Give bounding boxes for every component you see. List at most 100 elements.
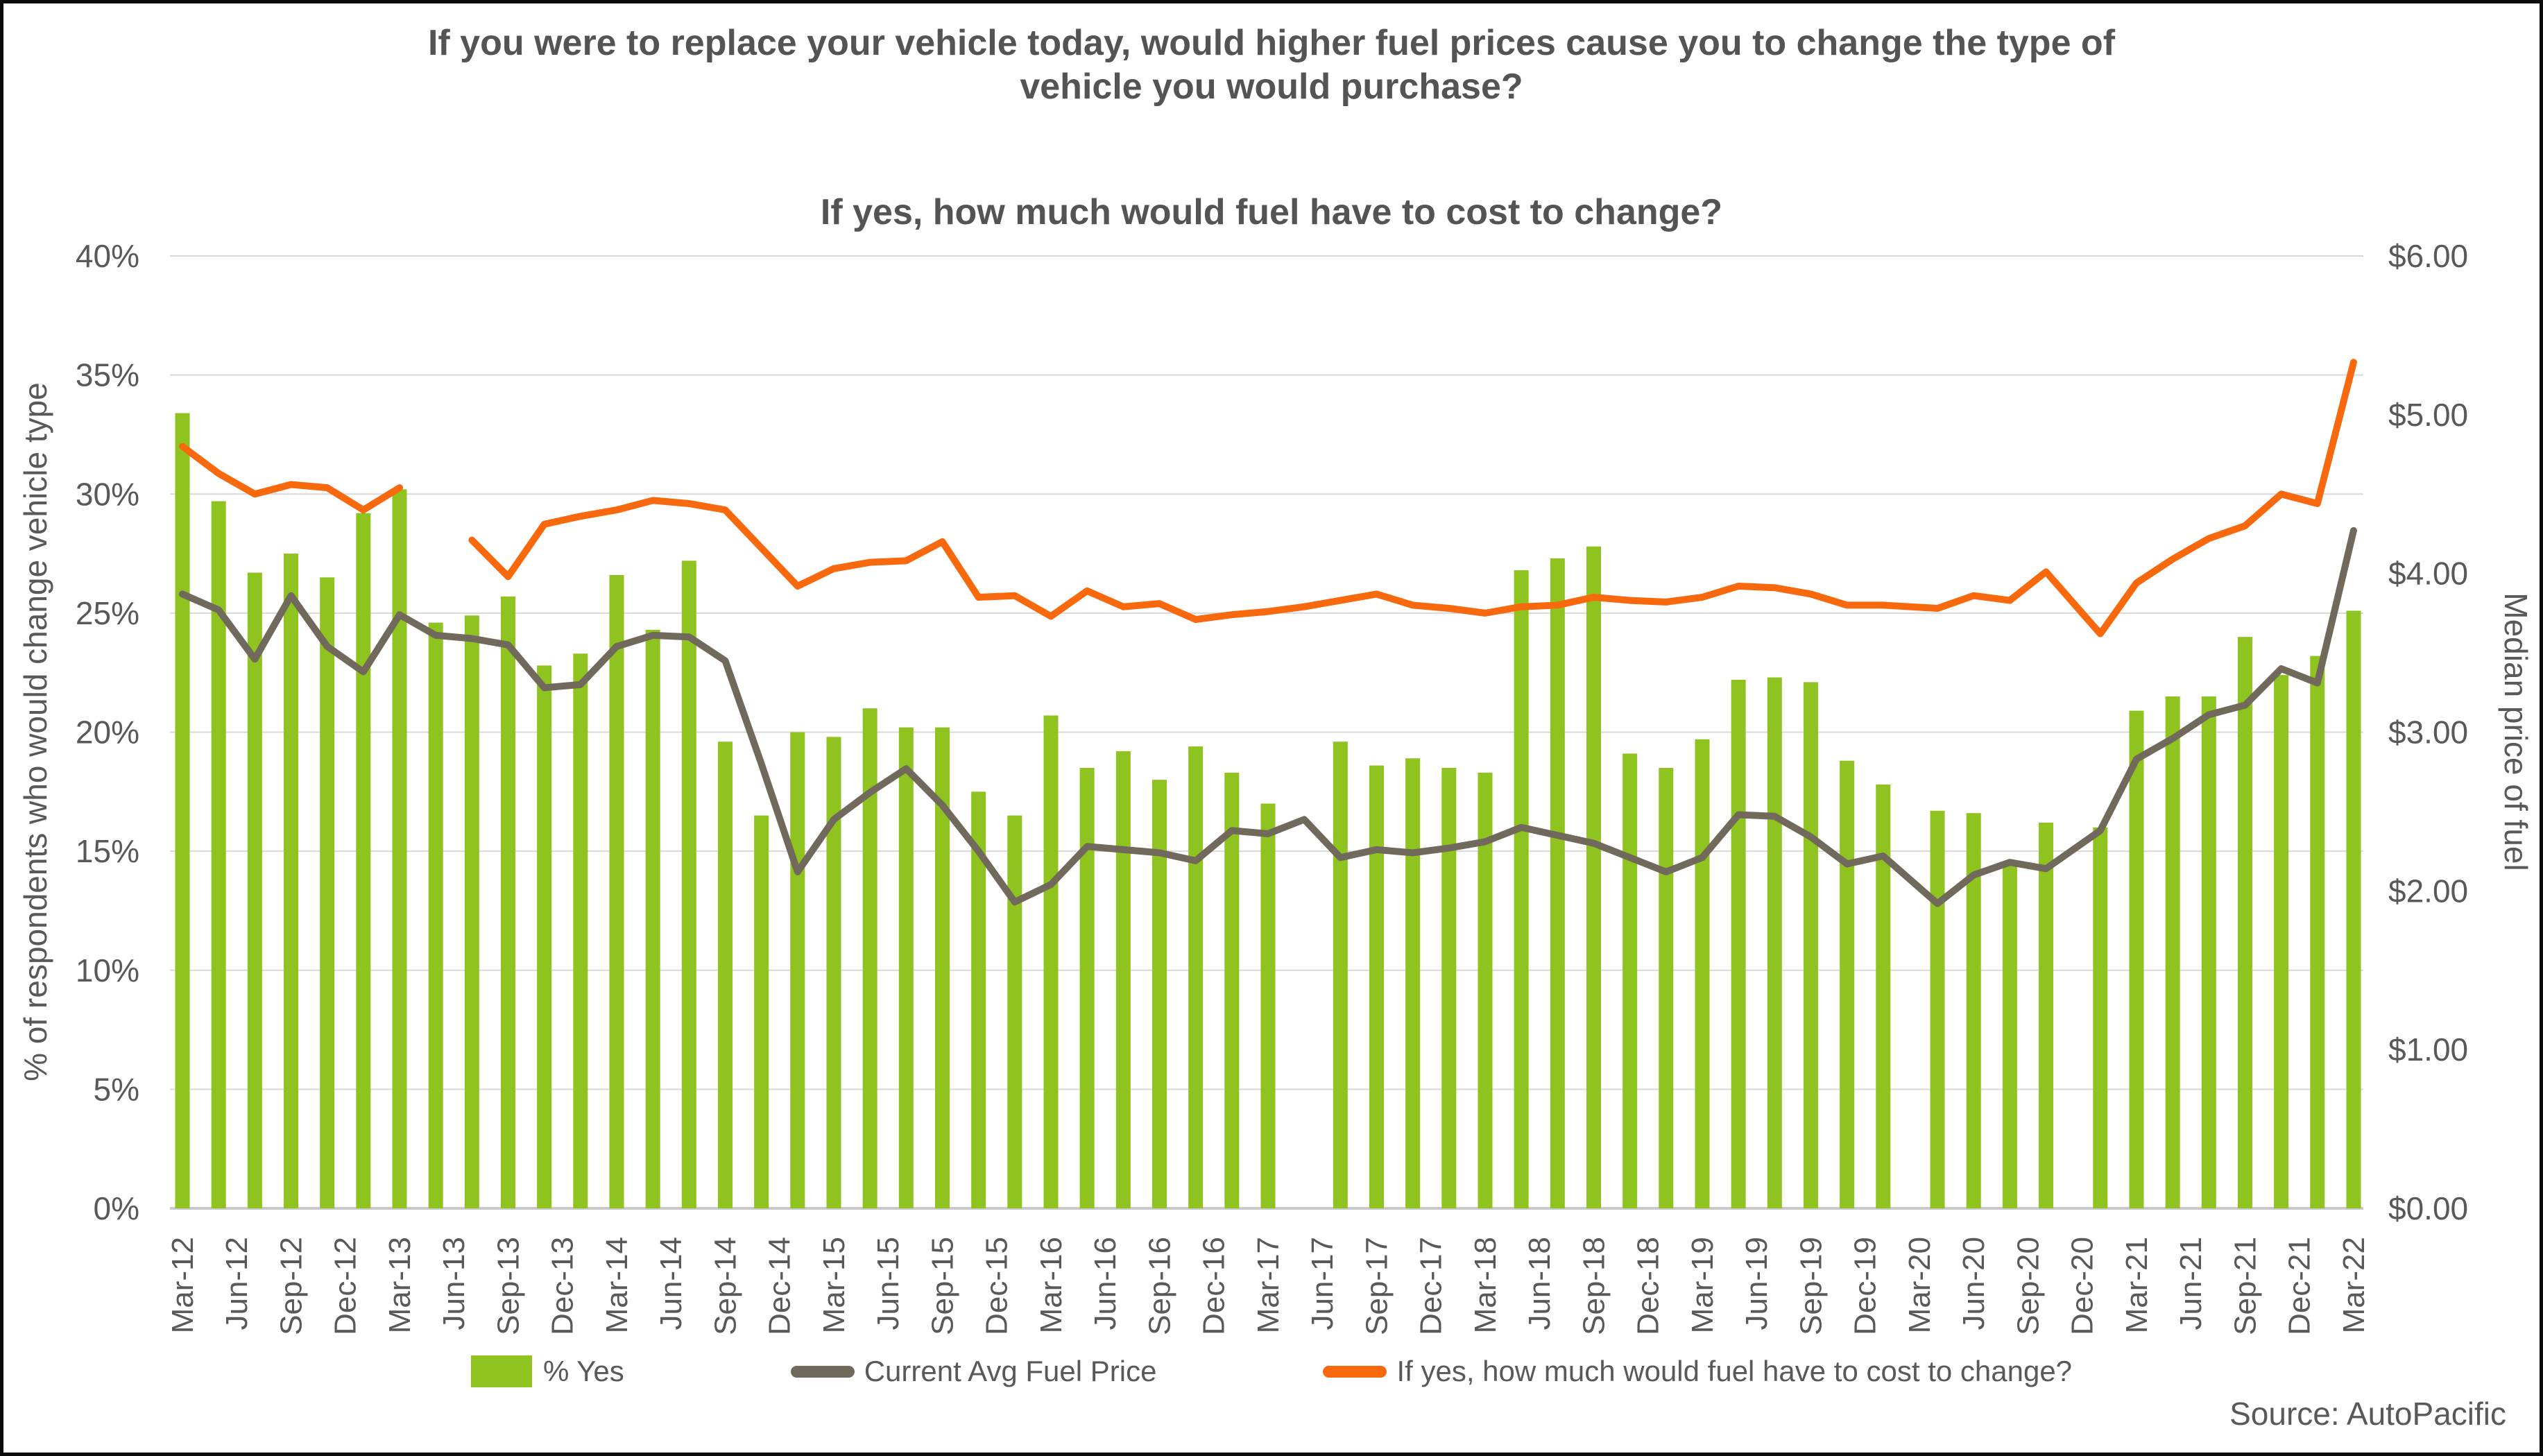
yes-bar bbox=[573, 653, 588, 1208]
x-tick-label: Dec-17 bbox=[1414, 1237, 1448, 1335]
x-tick-label: Sep-19 bbox=[1794, 1237, 1828, 1335]
yes-bar bbox=[1803, 682, 1818, 1208]
x-tick-label: Dec-12 bbox=[329, 1237, 363, 1335]
title-block: If you were to replace your vehicle toda… bbox=[3, 22, 2540, 233]
yes-bar bbox=[464, 615, 479, 1208]
right-axis-title: Median price of fuel bbox=[2498, 592, 2534, 871]
legend-label-yes: % Yes bbox=[542, 1355, 624, 1387]
x-tick-label: Mar-19 bbox=[1686, 1237, 1720, 1333]
x-tick-label: Jun-15 bbox=[871, 1237, 905, 1330]
legend-item-yes: % Yes bbox=[470, 1355, 624, 1388]
avg-price-line-swatch bbox=[790, 1365, 855, 1378]
x-tick-label: Jun-17 bbox=[1305, 1237, 1339, 1330]
yes-bar bbox=[283, 554, 298, 1208]
left-axis-ticks: 0% 5% 10% 15% 20% 25% 30% 35% 40% bbox=[76, 238, 139, 1226]
yes-bar bbox=[971, 791, 986, 1208]
chart-subtitle: If yes, how much would fuel have to cost… bbox=[820, 191, 1723, 232]
x-tick-label: Dec-16 bbox=[1197, 1237, 1231, 1335]
left-axis-title: % of respondents who would change vehicl… bbox=[17, 382, 53, 1081]
yes-bar bbox=[2165, 696, 2180, 1208]
yes-bar bbox=[2002, 865, 2017, 1208]
yes-bar bbox=[211, 501, 226, 1208]
right-tick-label: $6.00 bbox=[2388, 238, 2468, 274]
yes-bar bbox=[2237, 637, 2252, 1208]
x-tick-label: Jun-20 bbox=[1957, 1237, 1991, 1330]
yes-bar bbox=[717, 742, 733, 1208]
cost-to-change-line-swatch bbox=[1323, 1365, 1387, 1378]
x-tick-label: Jun-12 bbox=[220, 1237, 254, 1330]
x-axis-ticks: Mar-12 Jun-12 Sep-12 Dec-12 Mar-13 Jun-13 Sep-… bbox=[166, 1237, 2371, 1335]
yes-bar bbox=[681, 560, 696, 1208]
yes-bar bbox=[1966, 813, 1981, 1208]
x-tick-label: Dec-13 bbox=[546, 1237, 580, 1335]
yes-bar bbox=[1369, 765, 1384, 1208]
x-tick-label: Sep-16 bbox=[1142, 1237, 1176, 1335]
x-tick-label: Sep-14 bbox=[708, 1237, 742, 1335]
left-tick-label: 5% bbox=[94, 1071, 139, 1107]
x-tick-label: Mar-15 bbox=[817, 1237, 851, 1333]
yes-bar bbox=[2346, 610, 2361, 1208]
yes-bar bbox=[1478, 772, 1493, 1208]
yes-bar bbox=[247, 572, 262, 1208]
yes-bar bbox=[754, 815, 769, 1208]
legend-label-avg-price: Current Avg Fuel Price bbox=[864, 1355, 1157, 1387]
yes-bar bbox=[609, 574, 624, 1208]
x-tick-label: Mar-12 bbox=[166, 1237, 200, 1333]
x-tick-label: Jun-14 bbox=[654, 1237, 688, 1330]
yes-bar bbox=[898, 727, 914, 1208]
x-tick-label: Sep-17 bbox=[1360, 1237, 1394, 1335]
yes-bar bbox=[1115, 751, 1131, 1208]
yes-bar bbox=[1043, 715, 1059, 1208]
x-tick-label: Mar-17 bbox=[1251, 1237, 1285, 1333]
yes-bar bbox=[826, 737, 841, 1208]
left-tick-label: 10% bbox=[76, 952, 139, 988]
yes-bar bbox=[862, 708, 877, 1208]
series-lines bbox=[179, 359, 2357, 907]
left-tick-label: 25% bbox=[76, 595, 139, 631]
yes-bar bbox=[1260, 803, 1276, 1208]
right-tick-label: $5.00 bbox=[2388, 397, 2468, 433]
left-tick-label: 35% bbox=[76, 357, 139, 393]
yes-bar bbox=[934, 727, 950, 1208]
x-tick-label: Jun-18 bbox=[1523, 1237, 1557, 1330]
x-tick-label: Dec-18 bbox=[1632, 1237, 1666, 1335]
x-tick-label: Dec-14 bbox=[763, 1237, 797, 1335]
yes-bar bbox=[2201, 696, 2216, 1208]
right-tick-label: $0.00 bbox=[2388, 1190, 2468, 1226]
yes-bar bbox=[1333, 742, 1348, 1208]
yes-bar-swatch bbox=[470, 1355, 532, 1387]
x-tick-label: Dec-21 bbox=[2283, 1237, 2317, 1335]
x-tick-label: Dec-20 bbox=[2066, 1237, 2100, 1335]
left-tick-label: 0% bbox=[94, 1190, 139, 1226]
right-tick-label: $2.00 bbox=[2388, 873, 2468, 909]
x-tick-label: Sep-21 bbox=[2228, 1237, 2262, 1335]
yes-bar bbox=[1659, 767, 1674, 1208]
yes-bar bbox=[1224, 772, 1240, 1208]
yes-bar bbox=[2093, 827, 2108, 1208]
yes-bar bbox=[1441, 767, 1457, 1208]
legend-item-avg-price: Current Avg Fuel Price bbox=[790, 1355, 1157, 1388]
x-tick-label: Mar-13 bbox=[383, 1237, 417, 1333]
x-tick-label: Mar-20 bbox=[1903, 1237, 1937, 1333]
x-tick-label: Mar-18 bbox=[1469, 1237, 1502, 1333]
x-tick-label: Jun-13 bbox=[437, 1237, 471, 1330]
right-axis-ticks: $0.00 $1.00 $2.00 $3.00 $4.00 $5.00 $6.00 bbox=[2388, 238, 2468, 1226]
yes-bar bbox=[1405, 758, 1421, 1208]
cost-to-change-line bbox=[179, 443, 403, 514]
right-tick-label: $3.00 bbox=[2388, 714, 2468, 751]
yes-bar bbox=[645, 629, 660, 1208]
yes-bar bbox=[1550, 558, 1565, 1208]
yes-bar bbox=[1514, 570, 1529, 1208]
plot-area: 0% 5% 10% 15% 20% 25% 30% 35% 40% $0.00 $1.00 $2.0… bbox=[17, 238, 2534, 1335]
yes-bar bbox=[500, 596, 515, 1208]
right-tick-label: $4.00 bbox=[2388, 556, 2468, 592]
legend-label-cost-to-change: If yes, how much would fuel have to cost… bbox=[1396, 1355, 2073, 1387]
left-tick-label: 30% bbox=[76, 476, 139, 512]
legend-item-cost-to-change: If yes, how much would fuel have to cost… bbox=[1323, 1355, 2072, 1388]
yes-bar bbox=[1731, 679, 1746, 1208]
x-tick-label: Mar-22 bbox=[2337, 1237, 2371, 1333]
yes-bar bbox=[428, 622, 443, 1208]
yes-bar bbox=[1840, 760, 1855, 1208]
yes-bar bbox=[2274, 675, 2289, 1208]
